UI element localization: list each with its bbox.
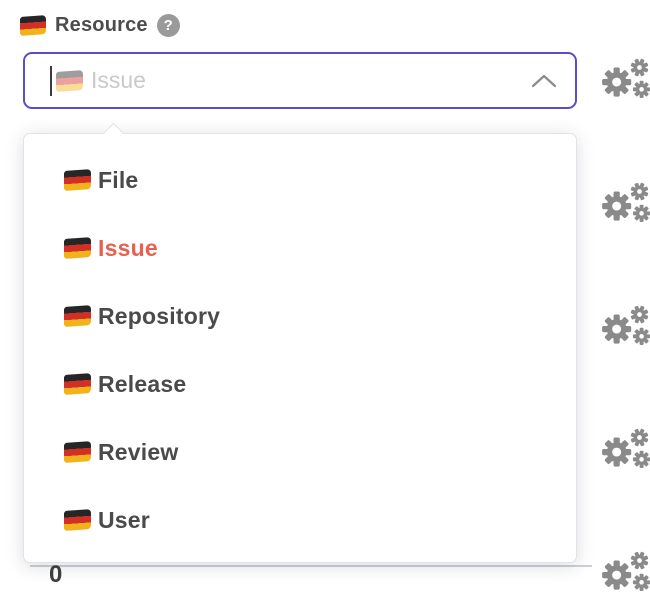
dropdown-option-label: File [98,166,139,193]
germany-flag-icon [64,169,91,191]
field-label-row: Resource ? [20,14,180,37]
dropdown-option-label: Repository [98,302,221,329]
combobox-placeholder: Issue [91,67,146,93]
settings-gears-icon[interactable] [599,181,650,227]
dropdown-option-label: Release [98,370,187,397]
resource-dropdown-panel: File Issue Repository Release Review Use… [23,122,577,563]
field-label: Resource [55,14,148,36]
background-divider [30,565,592,567]
dropdown-option[interactable]: User [24,486,576,554]
settings-gears-icon[interactable] [599,427,650,473]
settings-gears-icon[interactable] [599,57,650,103]
germany-flag-icon [20,15,46,36]
chevron-up-icon[interactable] [531,74,557,88]
germany-flag-icon [64,305,91,327]
background-partial-text: 0 [49,561,63,588]
help-question-icon[interactable]: ? [156,14,180,37]
settings-gears-icon[interactable] [599,550,650,596]
dropdown-option-label: User [98,506,150,533]
dropdown-option[interactable]: Issue [24,214,576,282]
dropdown-option[interactable]: Review [24,418,576,486]
dropdown-option-label: Review [98,438,179,465]
germany-flag-icon [64,441,91,463]
dropdown-option[interactable]: Repository [24,282,576,350]
text-cursor [50,65,52,96]
germany-flag-icon [64,373,91,395]
dropdown-caret [102,122,125,145]
dropdown-option[interactable]: File [24,146,576,214]
germany-flag-icon [64,509,91,531]
germany-flag-icon [56,69,83,92]
dropdown-option[interactable]: Release [24,350,576,418]
dropdown-option-label: Issue [98,234,158,261]
dropdown-option-list: File Issue Repository Release Review Use… [24,146,576,554]
settings-gears-icon[interactable] [599,304,650,350]
germany-flag-icon [64,237,91,259]
resource-combobox[interactable]: Issue [23,52,577,109]
